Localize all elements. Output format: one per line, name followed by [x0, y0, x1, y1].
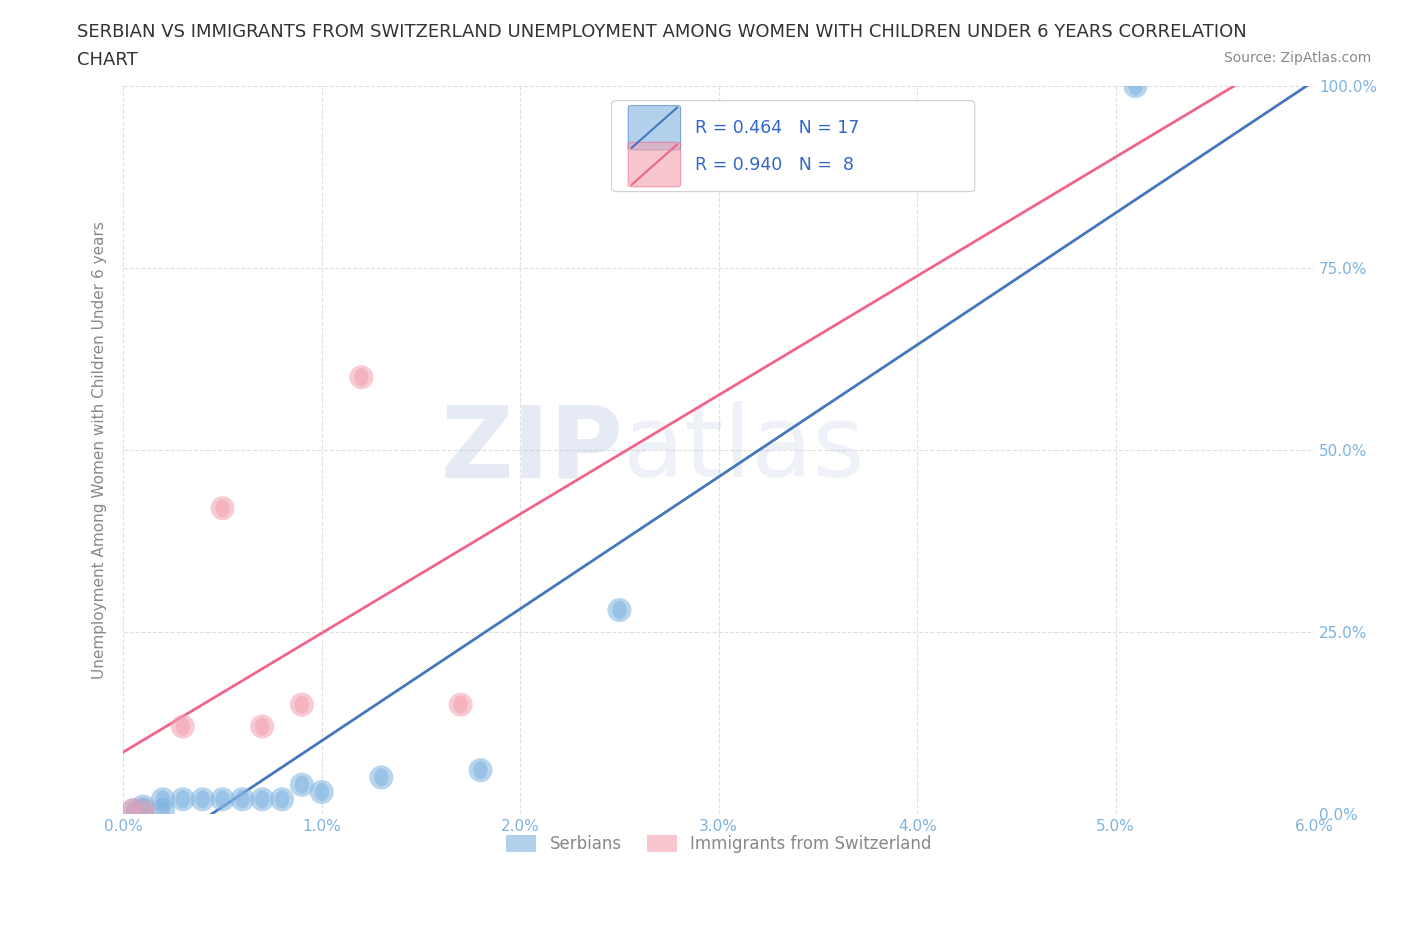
Point	[132, 799, 155, 814]
Legend: Serbians, Immigrants from Switzerland: Serbians, Immigrants from Switzerland	[499, 829, 938, 860]
Text: Source: ZipAtlas.com: Source: ZipAtlas.com	[1223, 51, 1371, 65]
Point	[370, 770, 392, 785]
Point	[252, 791, 274, 806]
Text: SERBIAN VS IMMIGRANTS FROM SWITZERLAND UNEMPLOYMENT AMONG WOMEN WITH CHILDREN UN: SERBIAN VS IMMIGRANTS FROM SWITZERLAND U…	[77, 23, 1247, 41]
Point	[311, 785, 333, 800]
Point	[152, 791, 174, 806]
FancyBboxPatch shape	[612, 100, 974, 192]
Point	[291, 698, 314, 712]
FancyBboxPatch shape	[628, 105, 681, 150]
Point	[122, 803, 145, 817]
Point	[152, 803, 174, 817]
Point	[252, 719, 274, 734]
Point	[609, 603, 631, 618]
Point	[122, 803, 145, 817]
FancyBboxPatch shape	[628, 142, 681, 187]
Point	[470, 763, 492, 777]
Text: atlas: atlas	[623, 402, 865, 498]
Text: R = 0.940   N =  8: R = 0.940 N = 8	[695, 155, 853, 174]
Y-axis label: Unemployment Among Women with Children Under 6 years: Unemployment Among Women with Children U…	[93, 221, 107, 679]
Text: R = 0.464   N = 17: R = 0.464 N = 17	[695, 119, 859, 137]
Point	[211, 500, 233, 515]
Point	[1125, 79, 1147, 94]
Point	[172, 791, 194, 806]
Point	[231, 791, 253, 806]
Point	[211, 791, 233, 806]
Point	[132, 803, 155, 817]
Point	[450, 698, 472, 712]
Point	[271, 791, 294, 806]
Text: CHART: CHART	[77, 51, 138, 69]
Point	[291, 777, 314, 792]
Point	[191, 791, 214, 806]
Point	[132, 803, 155, 817]
Point	[172, 719, 194, 734]
Point	[350, 370, 373, 385]
Text: ZIP: ZIP	[440, 402, 623, 498]
